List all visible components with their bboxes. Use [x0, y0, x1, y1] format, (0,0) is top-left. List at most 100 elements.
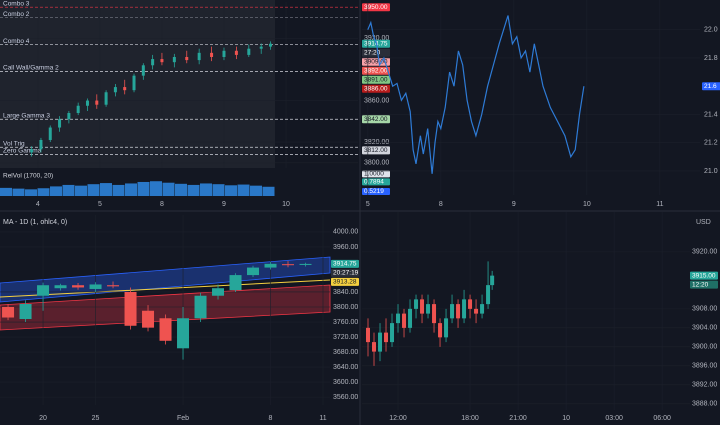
relvol-bar [200, 183, 212, 196]
price-tag-label: 3891.00 [364, 76, 388, 83]
x-tick-label: 03:00 [605, 415, 623, 422]
candle-body [282, 264, 295, 266]
x-tick-label: 8 [160, 201, 164, 208]
candle-body [212, 288, 225, 296]
y-tick-label: 3920.00 [692, 249, 717, 256]
candle-body [54, 285, 67, 289]
candle-body [72, 285, 85, 288]
x-tick-label: 06:00 [653, 415, 671, 422]
candle-body [141, 65, 145, 76]
y-tick-label: 3860.00 [364, 97, 389, 104]
level-label: Combo 4 [3, 38, 30, 45]
y-tick-label: 3900.00 [692, 344, 717, 351]
y-tick-label: 3560.00 [333, 394, 358, 401]
price-tag-label: 3812.00 [364, 147, 388, 154]
candle-body [19, 303, 32, 320]
candle-body [85, 100, 89, 106]
price-tag-label: 21.6 [704, 83, 717, 90]
price-tag [362, 75, 390, 84]
candle-body [104, 92, 108, 105]
candle-body [444, 318, 449, 338]
y-tick-label: 3892.00 [692, 382, 717, 389]
candle-body [408, 308, 413, 328]
y-tick-label: 21.4 [704, 111, 718, 118]
level-label: Combo 2 [3, 11, 30, 18]
candle-body [39, 139, 43, 150]
relvol-bar [187, 184, 200, 196]
price-tag-label: 0.5219 [364, 188, 384, 195]
y-tick-label: 3840.00 [333, 289, 358, 296]
price-tag [331, 277, 359, 286]
candle-body [456, 304, 461, 319]
y-tick-label: 21.0 [704, 168, 718, 175]
candle-body [378, 332, 383, 352]
candle-body [37, 285, 50, 296]
y-tick-label: 3800.00 [333, 304, 358, 311]
candle-body [197, 52, 201, 61]
candle-body [432, 304, 437, 324]
y-tick-label: 3760.00 [333, 319, 358, 326]
candle-body [177, 318, 190, 349]
x-tick-label: 8 [439, 201, 443, 208]
candle-body [490, 275, 495, 286]
candle-body [384, 332, 389, 343]
relvol-bar [12, 188, 25, 196]
price-tag [362, 66, 390, 75]
price-tag-label: 3913.28 [333, 279, 357, 286]
candle-body [372, 342, 377, 352]
price-tag [362, 3, 390, 12]
candle-body [438, 323, 443, 338]
candle-body [259, 46, 263, 49]
candle-body [185, 56, 189, 61]
channel-mid [0, 279, 331, 298]
candle-body [390, 323, 395, 343]
y-tick-label: 3908.00 [692, 306, 717, 313]
candle-body [366, 327, 371, 343]
x-tick-label: 8 [269, 415, 273, 422]
x-tick-label: 21:00 [509, 415, 527, 422]
candle-body [247, 48, 251, 55]
x-tick-label: 5 [366, 201, 370, 208]
price-tag-label: 3909.00 [364, 58, 388, 65]
relvol-bar [237, 184, 250, 196]
price-tag [690, 280, 718, 289]
candle-body [160, 59, 164, 63]
y-tick-label: 3720.00 [333, 334, 358, 341]
x-tick-label: 9 [222, 201, 226, 208]
price-tag-label: 3842.00 [364, 116, 388, 123]
x-tick-label: 10 [562, 415, 570, 422]
candle-body [2, 306, 15, 318]
price-tag [362, 178, 390, 186]
candle-body [95, 100, 99, 105]
y-tick-label: 3640.00 [333, 364, 358, 371]
y-tick-label: 3896.00 [692, 363, 717, 370]
candle-body [107, 285, 120, 287]
candle-body [89, 284, 102, 289]
candle-body [124, 291, 137, 326]
price-tag-label: 3914.75 [333, 261, 357, 268]
candle-body [486, 285, 491, 305]
x-tick-label: 4 [36, 201, 40, 208]
price-tag [331, 259, 359, 268]
candle-body [450, 304, 455, 319]
x-tick-label: 20 [39, 415, 47, 422]
y-tick-label: 21.8 [704, 55, 718, 62]
y-tick-label: 3820.00 [364, 139, 389, 146]
price-tag [362, 146, 390, 155]
level-label: Zero Gamma [3, 148, 42, 155]
y-tick-label: 4000.00 [333, 229, 358, 236]
x-tick-label: Feb [177, 415, 189, 422]
relvol-bar [212, 184, 225, 196]
relvol-bar [50, 186, 62, 196]
candle-body [264, 263, 277, 268]
candle-body [269, 43, 273, 47]
candle-body [468, 299, 473, 309]
price-tag [362, 187, 390, 195]
data-line [367, 15, 585, 174]
x-tick-label: 11 [319, 415, 326, 422]
relvol-bar [37, 188, 50, 196]
candle-body [48, 127, 52, 140]
axis-unit: USD [696, 219, 711, 226]
price-tag-label: 3886.00 [364, 85, 388, 92]
